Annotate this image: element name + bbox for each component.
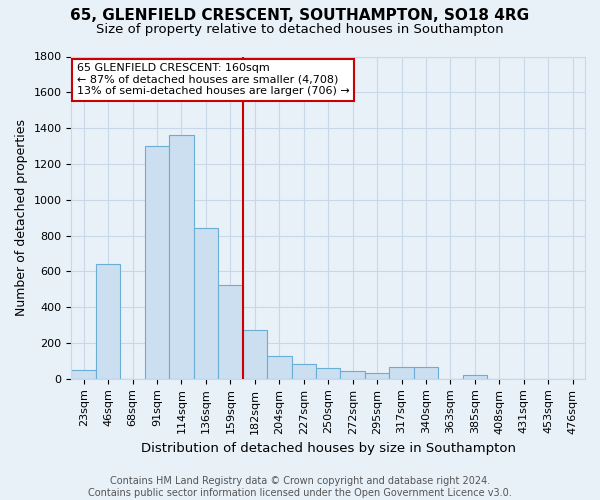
Text: Size of property relative to detached houses in Southampton: Size of property relative to detached ho… xyxy=(96,22,504,36)
Bar xyxy=(218,285,242,379)
Text: Contains HM Land Registry data © Crown copyright and database right 2024.
Contai: Contains HM Land Registry data © Crown c… xyxy=(88,476,512,498)
Bar xyxy=(414,367,438,379)
Text: 65, GLENFIELD CRESCENT, SOUTHAMPTON, SO18 4RG: 65, GLENFIELD CRESCENT, SOUTHAMPTON, SO1… xyxy=(70,8,530,22)
Bar xyxy=(194,228,218,379)
Bar xyxy=(169,136,194,379)
Bar xyxy=(389,367,414,379)
Bar xyxy=(316,368,340,379)
Bar xyxy=(145,146,169,379)
Bar xyxy=(71,370,96,379)
Bar xyxy=(267,356,292,379)
Bar xyxy=(96,264,121,379)
Bar xyxy=(340,371,365,379)
Bar xyxy=(365,374,389,379)
Y-axis label: Number of detached properties: Number of detached properties xyxy=(15,119,28,316)
Bar xyxy=(292,364,316,379)
Bar xyxy=(242,330,267,379)
Bar xyxy=(463,375,487,379)
X-axis label: Distribution of detached houses by size in Southampton: Distribution of detached houses by size … xyxy=(141,442,516,455)
Text: 65 GLENFIELD CRESCENT: 160sqm
← 87% of detached houses are smaller (4,708)
13% o: 65 GLENFIELD CRESCENT: 160sqm ← 87% of d… xyxy=(77,63,349,96)
